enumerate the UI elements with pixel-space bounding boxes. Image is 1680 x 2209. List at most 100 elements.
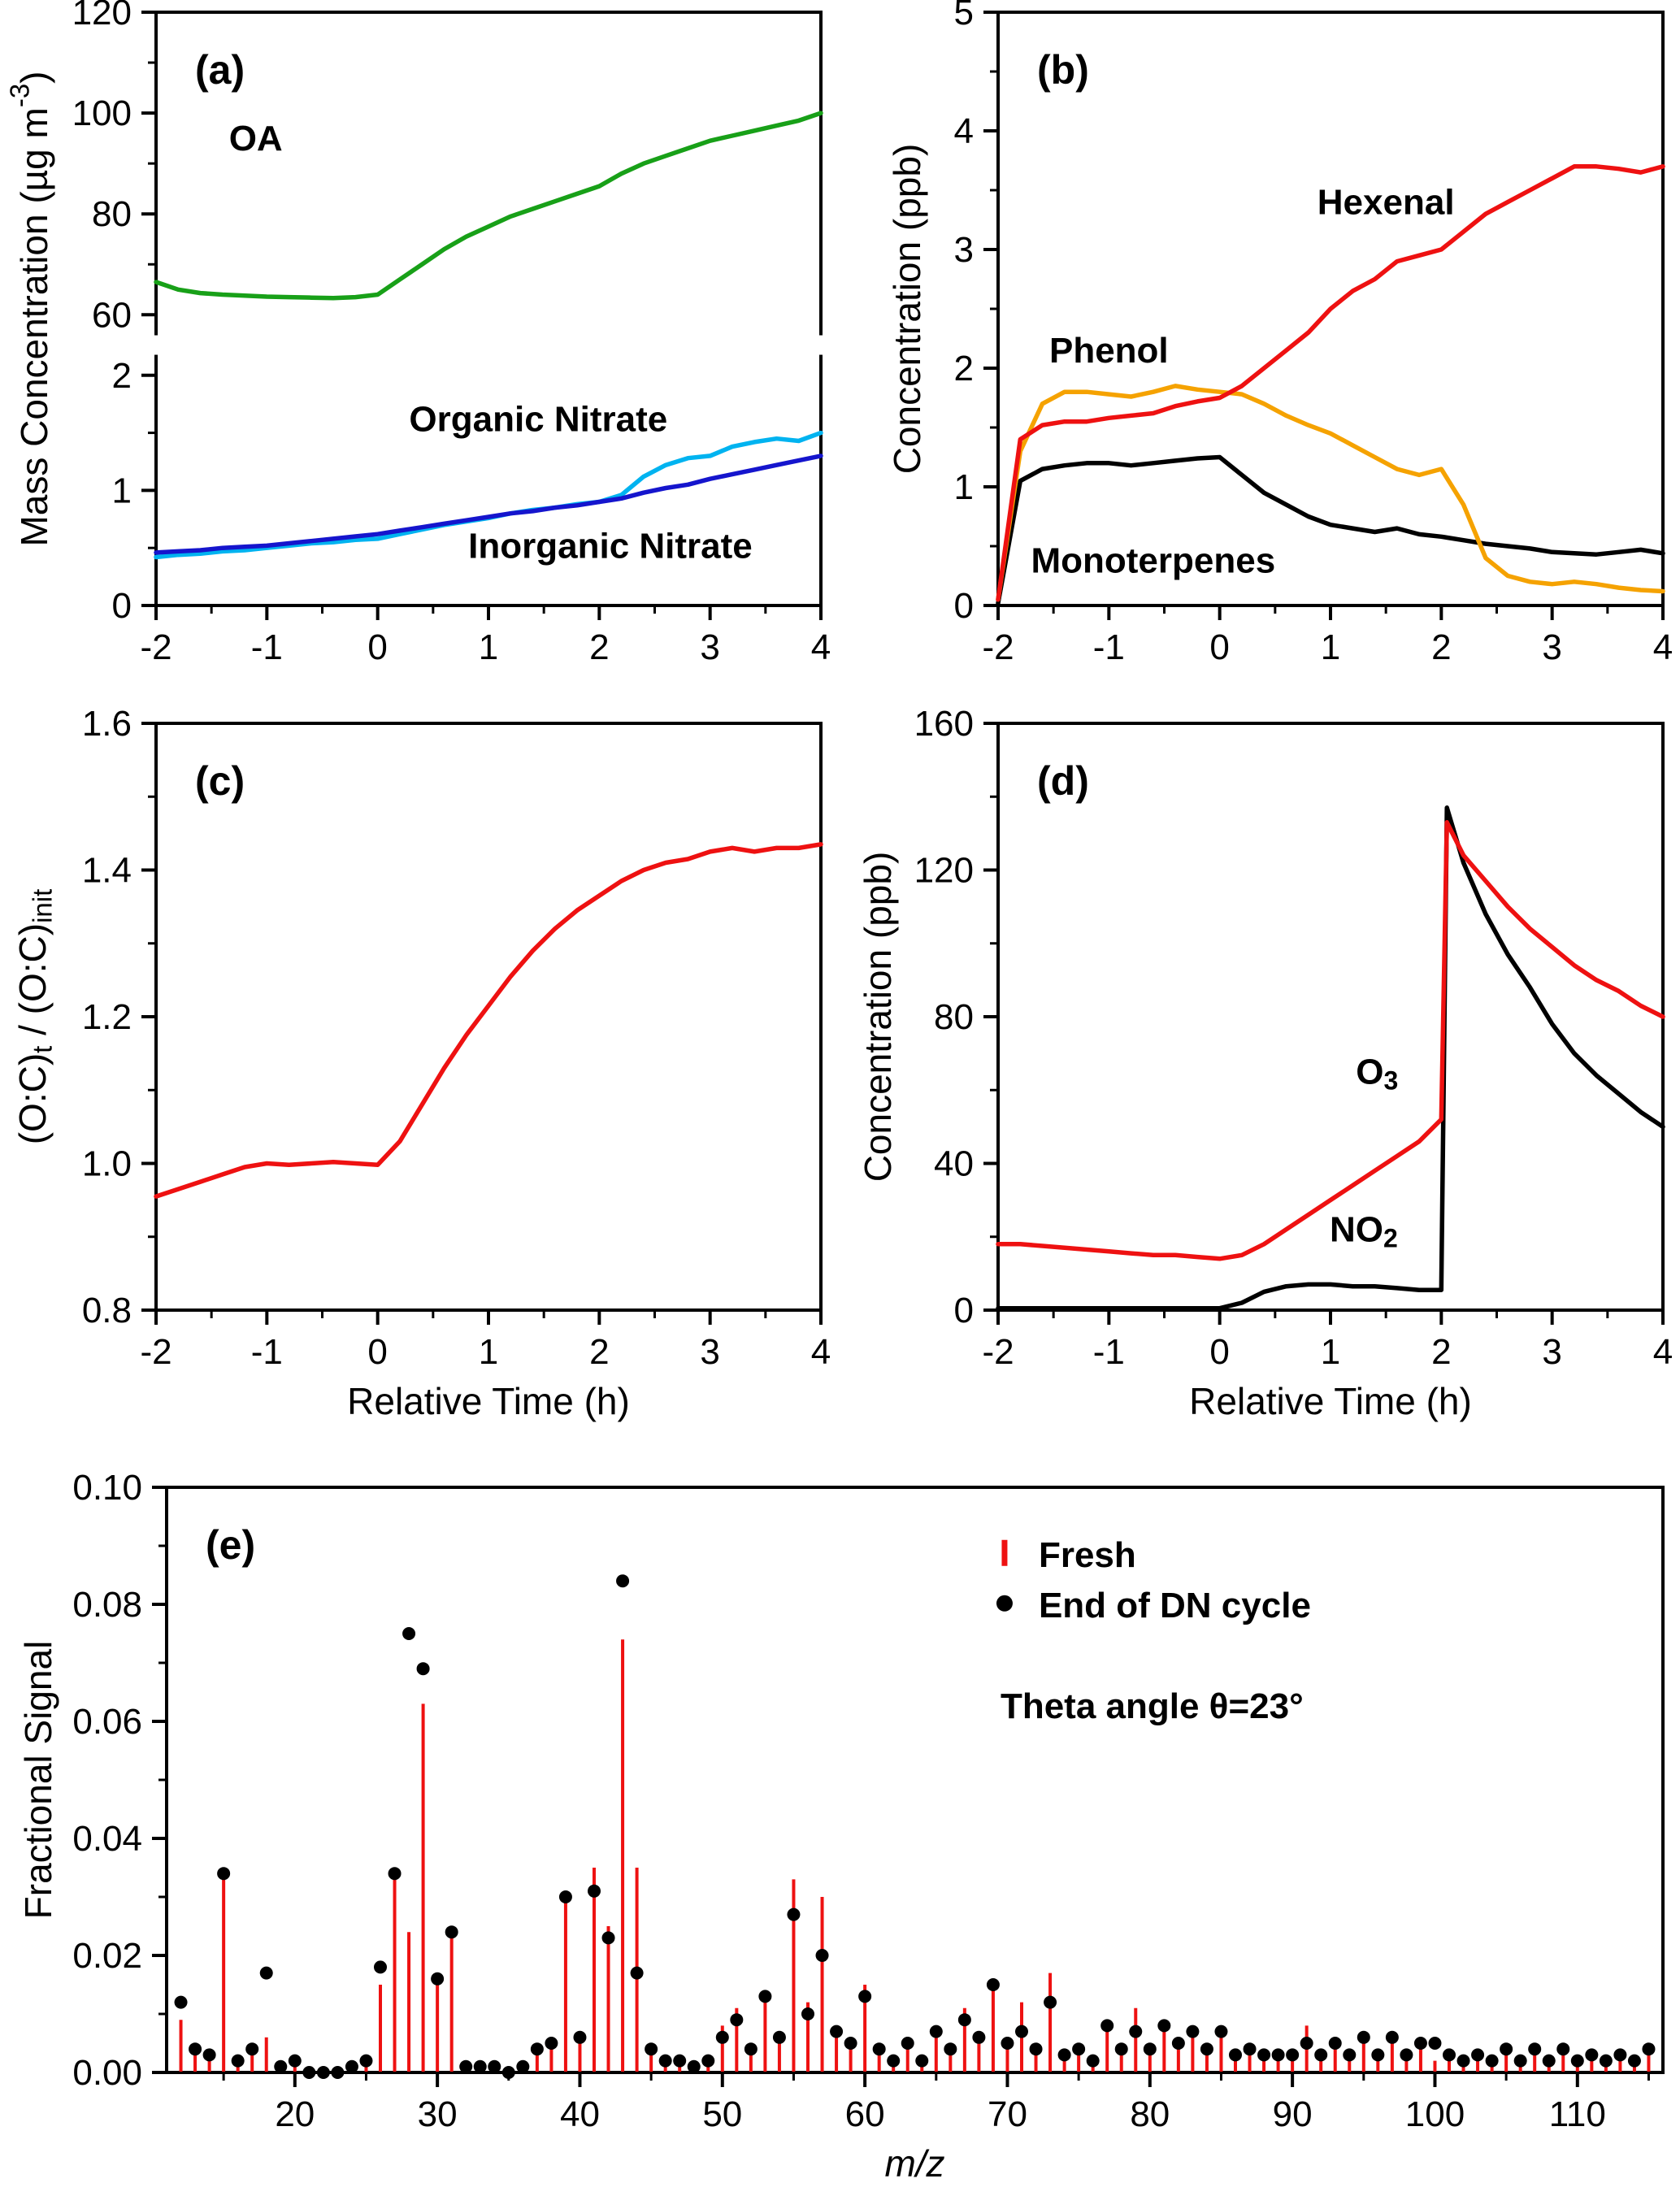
panel-letter: (d) bbox=[1037, 758, 1089, 804]
x-tick-label: 2 bbox=[1431, 627, 1451, 667]
legend-label: End of DN cycle bbox=[1039, 1585, 1311, 1625]
y-tick-label: 5 bbox=[954, 0, 974, 33]
y-axis-title: Fractional Signal bbox=[17, 1641, 59, 1920]
y-tick-label: 100 bbox=[72, 93, 132, 133]
x-tick-label: 70 bbox=[988, 2094, 1027, 2134]
series-end-of-dn-cycle-dots bbox=[174, 1574, 1656, 2079]
y-tick-label: 0.04 bbox=[72, 1819, 142, 1859]
annotation-monoterpenes: Monoterpenes bbox=[1031, 540, 1276, 580]
y-axis-title: Mass Concentration (µg m-3) bbox=[4, 71, 55, 546]
panel-letter: (e) bbox=[206, 1522, 255, 1568]
annotation-phenol: Phenol bbox=[1049, 331, 1169, 371]
axes: -2 -1 0 1 2 3 4 60 80 100 120 0 1 2 bbox=[72, 0, 831, 667]
y-tick-label: 4 bbox=[954, 111, 974, 151]
panel-a: -2 -1 0 1 2 3 4 60 80 100 120 0 1 2 Mass Concentration… bbox=[4, 0, 831, 667]
series-no2 bbox=[996, 805, 1665, 1311]
y-tick-label: 2 bbox=[112, 355, 132, 395]
y-axis-title: Concentration (ppb) bbox=[886, 144, 928, 475]
x-tick-label: 20 bbox=[275, 2094, 315, 2134]
x-tick-label: 1 bbox=[1321, 1332, 1340, 1372]
y-tick-label: 2 bbox=[954, 349, 974, 388]
annotation-oa: OA bbox=[229, 119, 283, 158]
x-tick-label: 30 bbox=[418, 2094, 458, 2134]
panel-e: 20 30 40 50 60 70 80 90 100 110 0.00 0.02 0.04 0.06 0.… bbox=[17, 1468, 1665, 2185]
axis-break-left bbox=[154, 335, 158, 355]
axes: -2 -1 0 1 2 3 4 0 1 2 3 4 5 bbox=[954, 0, 1673, 667]
x-tick-label: 110 bbox=[1549, 2094, 1606, 2134]
series-o3 bbox=[996, 820, 1665, 1261]
y-tick-label: 120 bbox=[914, 850, 974, 890]
x-tick-label: 2 bbox=[1431, 1332, 1451, 1372]
x-tick-label: 0 bbox=[1209, 1332, 1229, 1372]
y-tick-label: 1 bbox=[954, 467, 974, 507]
series-inorganic-nitrate bbox=[154, 454, 823, 555]
y-tick-label: 3 bbox=[954, 230, 974, 270]
axes: -2 -1 0 1 2 3 4 0.8 1.0 1.2 1.4 1.6 bbox=[82, 704, 831, 1373]
series-oa bbox=[154, 111, 823, 301]
x-axis-title: Relative Time (h) bbox=[1189, 1380, 1472, 1422]
x-tick-label: 2 bbox=[589, 1332, 609, 1372]
x-axis-title: Relative Time (h) bbox=[347, 1380, 630, 1422]
y-tick-label: 0.10 bbox=[72, 1468, 142, 1508]
x-tick-label: 40 bbox=[560, 2094, 600, 2134]
plot-frame bbox=[154, 722, 823, 1312]
x-tick-label: 1 bbox=[479, 1332, 498, 1372]
x-tick-label: -1 bbox=[251, 1332, 283, 1372]
y-tick-label: 0 bbox=[954, 1291, 974, 1330]
x-tick-label: 90 bbox=[1273, 2094, 1313, 2134]
annotation-o3: O3 bbox=[1356, 1052, 1398, 1096]
y-tick-label: 0 bbox=[954, 586, 974, 626]
x-tick-label: 4 bbox=[811, 1332, 831, 1372]
x-tick-label: 60 bbox=[845, 2094, 885, 2134]
y-tick-label: 80 bbox=[92, 194, 132, 234]
legend: Fresh End of DN cycle Theta angle θ=23° bbox=[996, 1534, 1311, 1725]
x-tick-label: -1 bbox=[1093, 1332, 1125, 1372]
panel-letter: (c) bbox=[195, 758, 245, 804]
x-tick-label: -2 bbox=[982, 1332, 1014, 1372]
y-tick-label: 1.4 bbox=[82, 850, 132, 890]
x-tick-label: -2 bbox=[982, 627, 1014, 667]
panel-letter: (b) bbox=[1037, 47, 1089, 93]
series-o-c-enhancement bbox=[154, 842, 823, 1199]
y-tick-label: 0.00 bbox=[72, 2053, 142, 2093]
y-tick-label: 0.08 bbox=[72, 1585, 142, 1625]
x-tick-label: 1 bbox=[1321, 627, 1340, 667]
y-tick-label: 0.06 bbox=[72, 1702, 142, 1742]
x-axis-title: m/z bbox=[884, 2142, 944, 2185]
plot-frame bbox=[165, 1486, 1665, 2074]
panel-b: -2 -1 0 1 2 3 4 0 1 2 3 4 5 Concentration (ppb) Phenol… bbox=[886, 0, 1673, 667]
axis-break-right bbox=[818, 335, 823, 355]
y-tick-label: 0.8 bbox=[82, 1291, 132, 1330]
x-tick-label: 0 bbox=[367, 1332, 387, 1372]
x-tick-label: 1 bbox=[479, 627, 498, 667]
x-tick-label: 4 bbox=[1653, 627, 1673, 667]
x-tick-label: 3 bbox=[700, 627, 719, 667]
legend-label: Fresh bbox=[1039, 1534, 1136, 1574]
y-axis-title: Concentration (ppb) bbox=[857, 852, 899, 1183]
x-tick-label: -1 bbox=[251, 627, 283, 667]
y-tick-label: 1.6 bbox=[82, 704, 132, 744]
x-tick-label: 0 bbox=[367, 627, 387, 667]
x-tick-label: 3 bbox=[1542, 1332, 1561, 1372]
y-axis-title: (O:C)t / (O:C)init bbox=[11, 889, 57, 1145]
x-tick-label: 4 bbox=[1653, 1332, 1673, 1372]
y-tick-label: 120 bbox=[72, 0, 132, 33]
series-fresh-stems bbox=[179, 1639, 1651, 2072]
x-tick-label: 2 bbox=[589, 627, 609, 667]
panel-c: -2 -1 0 1 2 3 4 0.8 1.0 1.2 1.4 1.6 (O:C)t / (O:C)in… bbox=[11, 704, 831, 1423]
y-tick-label: 40 bbox=[934, 1144, 974, 1183]
y-tick-label: 1.0 bbox=[82, 1144, 132, 1183]
annotation-hexenal: Hexenal bbox=[1318, 182, 1455, 222]
y-tick-label: 0.02 bbox=[72, 1936, 142, 1976]
x-tick-label: 3 bbox=[700, 1332, 719, 1372]
y-tick-label: 160 bbox=[914, 704, 974, 744]
series-phenol bbox=[996, 384, 1665, 602]
x-tick-label: 3 bbox=[1542, 627, 1561, 667]
y-tick-label: 1.2 bbox=[82, 997, 132, 1037]
annotation-inorganic-nitrate: Inorganic Nitrate bbox=[468, 526, 753, 566]
annotation-no2: NO2 bbox=[1330, 1209, 1398, 1253]
x-tick-label: 100 bbox=[1405, 2094, 1465, 2134]
